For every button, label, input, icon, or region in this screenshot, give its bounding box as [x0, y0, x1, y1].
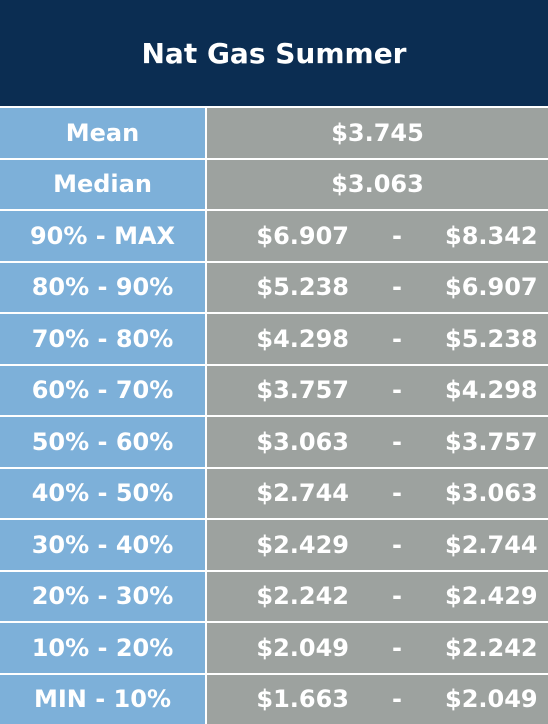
range-cell: $2.744 - $3.063: [207, 468, 548, 518]
range-high: $5.238: [445, 324, 538, 353]
range-high: $4.298: [445, 376, 538, 405]
range-low: $2.744: [256, 479, 349, 508]
range-separator: -: [392, 582, 402, 611]
range-high: $3.063: [445, 479, 538, 508]
range-separator: -: [392, 479, 402, 508]
range-high: $3.757: [445, 427, 538, 456]
range-low: $3.757: [256, 376, 349, 405]
row-label: 30% - 40%: [0, 520, 205, 570]
stat-value: $3.063: [207, 159, 548, 209]
range-high: $2.049: [445, 685, 538, 714]
table-title: Nat Gas Summer: [0, 0, 548, 106]
range-cell: $3.757 - $4.298: [207, 365, 548, 415]
row-label: 60% - 70%: [0, 365, 205, 415]
row-label: 40% - 50%: [0, 468, 205, 518]
range-separator: -: [392, 530, 402, 559]
range-separator: -: [392, 427, 402, 456]
range-low: $1.663: [256, 685, 349, 714]
row-label: 90% - MAX: [0, 211, 205, 261]
row-label: 50% - 60%: [0, 417, 205, 467]
row-label: 80% - 90%: [0, 262, 205, 312]
range-cell: $2.049 - $2.242: [207, 623, 548, 673]
range-separator: -: [392, 273, 402, 302]
stat-value: $3.745: [207, 108, 548, 158]
row-label: 70% - 80%: [0, 314, 205, 364]
range-low: $5.238: [256, 273, 349, 302]
range-cell: $4.298 - $5.238: [207, 314, 548, 364]
range-cell: $5.238 - $6.907: [207, 262, 548, 312]
range-separator: -: [392, 376, 402, 405]
range-separator: -: [392, 221, 402, 250]
range-high: $2.429: [445, 582, 538, 611]
row-label: Mean: [0, 108, 205, 158]
row-label: 20% - 30%: [0, 571, 205, 621]
row-label: MIN - 10%: [0, 674, 205, 724]
range-high: $8.342: [445, 221, 538, 250]
range-low: $4.298: [256, 324, 349, 353]
range-separator: -: [392, 633, 402, 662]
range-cell: $6.907 - $8.342: [207, 211, 548, 261]
range-low: $2.049: [256, 633, 349, 662]
range-cell: $2.242 - $2.429: [207, 571, 548, 621]
range-low: $2.242: [256, 582, 349, 611]
range-high: $2.744: [445, 530, 538, 559]
range-high: $2.242: [445, 633, 538, 662]
range-separator: -: [392, 685, 402, 714]
range-separator: -: [392, 324, 402, 353]
row-label: Median: [0, 159, 205, 209]
range-cell: $1.663 - $2.049: [207, 674, 548, 724]
range-high: $6.907: [445, 273, 538, 302]
range-low: $6.907: [256, 221, 349, 250]
range-low: $2.429: [256, 530, 349, 559]
range-low: $3.063: [256, 427, 349, 456]
range-cell: $2.429 - $2.744: [207, 520, 548, 570]
range-cell: $3.063 - $3.757: [207, 417, 548, 467]
row-label: 10% - 20%: [0, 623, 205, 673]
